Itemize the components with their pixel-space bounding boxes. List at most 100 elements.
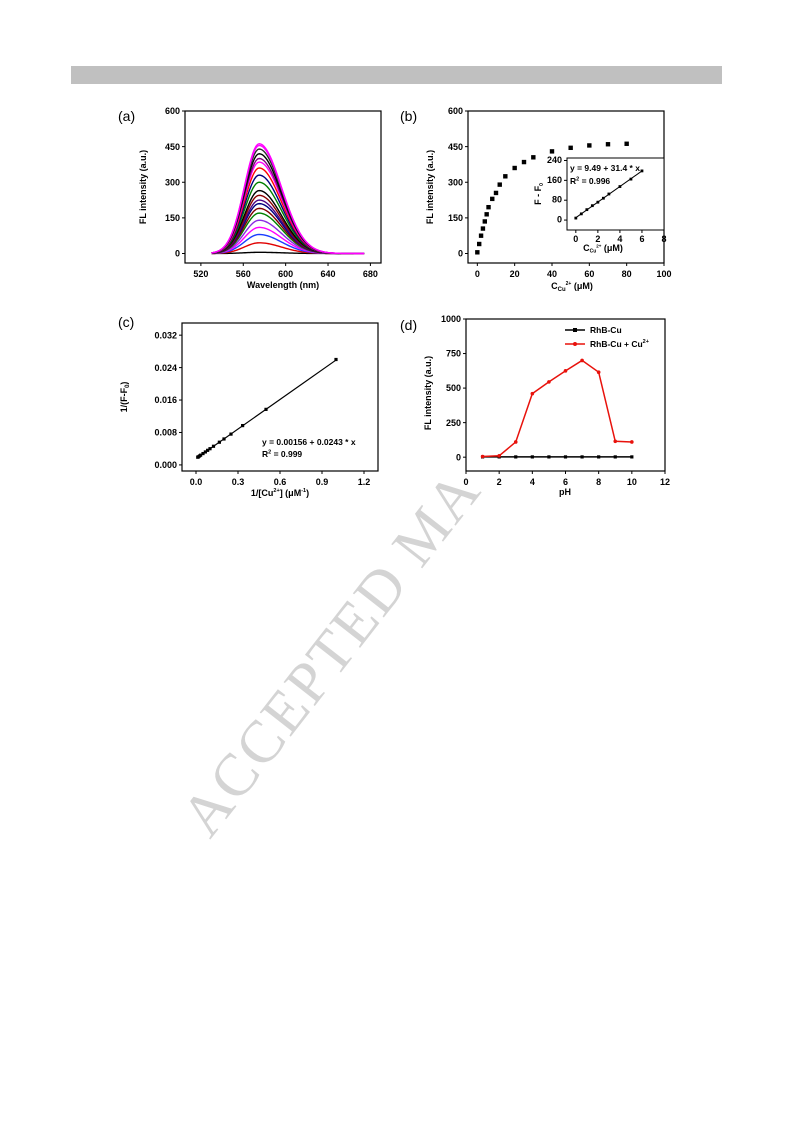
chart-d-xtick-label: 4 bbox=[530, 477, 535, 487]
data-point bbox=[497, 182, 502, 187]
legend-label-rhb-cu: RhB-Cu bbox=[590, 325, 622, 335]
data-point bbox=[478, 233, 484, 238]
data-point bbox=[206, 448, 210, 452]
data-point bbox=[486, 204, 491, 210]
chart-b-xlabel: CCu2+ (μM) bbox=[551, 281, 593, 293]
data-point bbox=[241, 423, 245, 428]
legend-label-rhb-cu-cu-main: RhB-Cu + Cu bbox=[590, 339, 643, 349]
inset-equation: y = 9.49 + 31.4 * x bbox=[570, 163, 640, 173]
inset-data-point bbox=[618, 185, 622, 188]
chart-c-xtick-label: 0.3 bbox=[232, 477, 245, 487]
data-point bbox=[217, 440, 221, 444]
figure-svg: (a) (b) (c) (d) 520 560 600 640 680015030045… bbox=[118, 106, 672, 498]
inset-data-point bbox=[596, 200, 600, 204]
series-point-1 bbox=[630, 440, 634, 444]
chart-c-xtick-label: 0.6 bbox=[274, 477, 287, 487]
inset-xlabel-main: C bbox=[583, 243, 590, 253]
chart-c-equation: y = 0.00156 + 0.0243 * x bbox=[262, 437, 356, 447]
series-point-0 bbox=[597, 455, 601, 459]
data-point bbox=[521, 159, 527, 165]
data-point bbox=[475, 250, 480, 255]
chart-c-ylabel-main: 1/(F-F bbox=[119, 387, 129, 412]
inset-data-point bbox=[601, 196, 605, 200]
series-point-0 bbox=[530, 455, 534, 459]
chart-b-xtick-label: 80 bbox=[622, 269, 632, 279]
chart-d-xtick-label: 2 bbox=[497, 477, 502, 487]
chart-c-r2: R2 = 0.999 bbox=[262, 449, 302, 459]
data-point bbox=[201, 451, 205, 456]
chart-d-xlabel: pH bbox=[559, 487, 571, 497]
data-point bbox=[549, 149, 555, 154]
inset-data-point bbox=[629, 177, 633, 181]
chart-b-xlabel-sub: Cu bbox=[558, 287, 566, 293]
chart-b-xtick-label: 60 bbox=[584, 269, 594, 279]
legend-label-rhb-cu-cu-sup: 2+ bbox=[643, 339, 649, 345]
chart-c-xtick-label: 0.9 bbox=[316, 477, 329, 487]
chart-c-r2-value: = 0.999 bbox=[271, 449, 302, 459]
chart-b-ylabel: FL intensity (a.u.) bbox=[425, 150, 435, 224]
data-point bbox=[568, 145, 573, 151]
inset-data-point bbox=[640, 169, 644, 173]
chart-d-xtick-label: 10 bbox=[627, 477, 637, 487]
inset-ytick-label: 80 bbox=[552, 195, 562, 205]
chart-b-ytick-label: 450 bbox=[448, 142, 463, 152]
chart-a-ytick-label: 450 bbox=[165, 142, 180, 152]
chart-d-ytick-label: 1000 bbox=[441, 314, 461, 324]
inset-r2: R2 = 0.996 bbox=[570, 176, 610, 186]
chart-b-xtick-label: 100 bbox=[656, 269, 671, 279]
inset-data-point bbox=[607, 192, 611, 196]
inset-r2-label: R bbox=[570, 176, 576, 186]
inset-data-point bbox=[585, 208, 589, 212]
inset-ylabel-main: F - F bbox=[533, 185, 543, 204]
data-point bbox=[229, 432, 233, 436]
data-point bbox=[199, 453, 203, 457]
chart-d-ytick-label: 500 bbox=[446, 383, 461, 393]
series-point-1 bbox=[596, 370, 601, 375]
chart-c-xlabel-sup: 2+ bbox=[273, 488, 279, 494]
chart-c-xtick-label: 0.0 bbox=[190, 477, 203, 487]
chart-c-xlabel: 1/[Cu2+] (μM-1) bbox=[251, 488, 309, 498]
panel-label-a: (a) bbox=[118, 108, 135, 124]
chart-a-ytick-label: 150 bbox=[165, 213, 180, 223]
chart-c-ytick-label: 0.032 bbox=[154, 330, 177, 340]
chart-b-xtick-label: 0 bbox=[475, 269, 480, 279]
chart-a-xlabel: Wavelength (nm) bbox=[247, 280, 319, 290]
chart-c-xlabel-sup2: -1 bbox=[301, 488, 306, 494]
chart-a-ytick-label: 300 bbox=[165, 177, 180, 187]
data-point bbox=[531, 155, 536, 160]
chart-d: 0 2 4 6 8 10 12 0 250 500 750 1000 RhB-Cu RhB-Cu + … bbox=[423, 314, 670, 497]
inset-ylabel: F - F0 bbox=[533, 183, 545, 205]
inset-ytick-label: 240 bbox=[547, 155, 562, 165]
inset-xtick-label: 2 bbox=[595, 234, 600, 244]
chart-a-xtick-label: 640 bbox=[321, 269, 336, 279]
chart-b-ytick-label: 300 bbox=[448, 177, 463, 187]
chart-b-xtick-label: 20 bbox=[510, 269, 520, 279]
inset-xlabel-unit: (μM) bbox=[601, 243, 623, 253]
inset-xtick-label: 4 bbox=[617, 234, 622, 244]
chart-d-ytick-label: 250 bbox=[446, 418, 461, 428]
series-point-0 bbox=[563, 455, 568, 459]
spectrum-curve-19 bbox=[211, 143, 365, 255]
chart-a-ytick-label: 600 bbox=[165, 106, 180, 116]
chart-c-ylabel-sub: 0 bbox=[125, 384, 131, 388]
data-point bbox=[605, 142, 611, 147]
chart-b-ytick-label: 0 bbox=[458, 249, 463, 259]
chart-d-legend: RhB-Cu RhB-Cu + Cu2+ bbox=[565, 325, 649, 349]
inset-xlabel-sub: Cu bbox=[590, 249, 597, 255]
chart-a-xtick-label: 680 bbox=[363, 269, 378, 279]
chart-c-ylabel: 1/(F-F0) bbox=[119, 382, 131, 413]
chart-c-xlabel-main: 1/[Cu bbox=[251, 488, 274, 498]
chart-b-xlabel-sup: 2+ bbox=[566, 281, 572, 287]
series-point-0 bbox=[630, 455, 634, 459]
data-point bbox=[587, 143, 592, 148]
inset-ytick-label: 0 bbox=[557, 215, 562, 225]
chart-c-ylabel-end: ) bbox=[119, 382, 129, 385]
data-point bbox=[503, 174, 508, 179]
panel-label-d: (d) bbox=[400, 317, 417, 333]
data-point bbox=[493, 190, 499, 196]
chart-c-ytick-label: 0.016 bbox=[154, 395, 177, 405]
chart-c-r2-label: R bbox=[262, 449, 268, 459]
data-point bbox=[512, 165, 517, 171]
chart-b-ytick-label: 150 bbox=[448, 213, 463, 223]
data-point bbox=[203, 450, 207, 454]
